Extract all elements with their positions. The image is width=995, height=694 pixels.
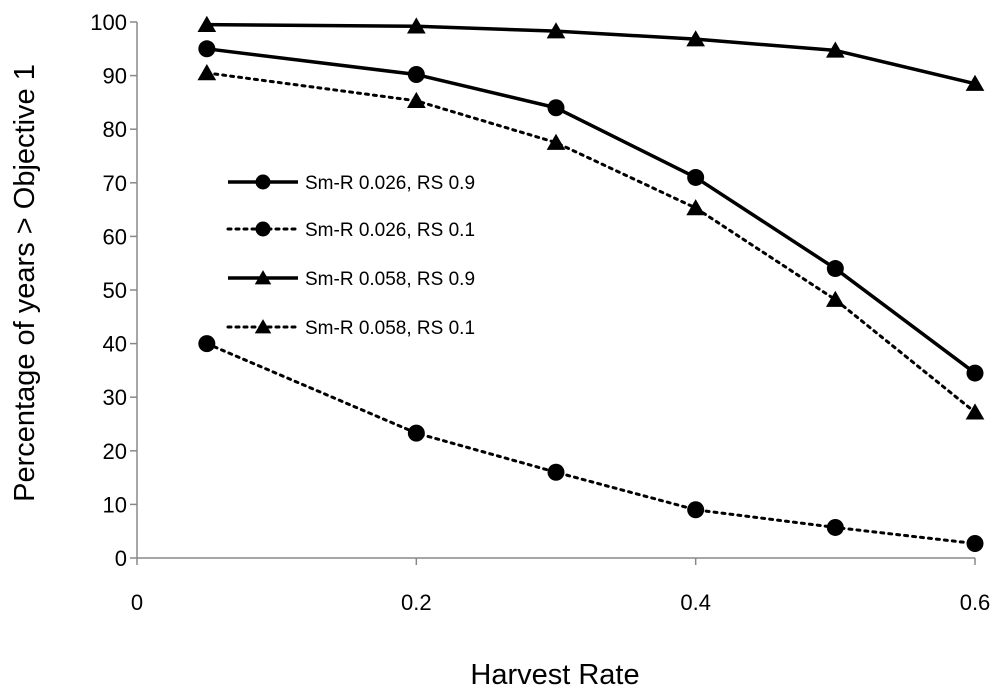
series-line <box>206 22 976 86</box>
series-line <box>206 47 977 375</box>
data-point <box>546 22 566 39</box>
x-tick-label: 0 <box>131 590 143 615</box>
data-point <box>965 74 985 91</box>
legend-marker <box>255 174 271 190</box>
legend-label: Sm-R 0.026, RS 0.1 <box>305 220 475 241</box>
series-line <box>205 71 977 414</box>
series-3 <box>197 15 985 91</box>
data-point <box>687 501 705 519</box>
data-point <box>407 424 425 442</box>
legend-entry-1: Sm-R 0.026, RS 0.9 <box>228 173 475 194</box>
y-tick-label: 50 <box>103 278 127 303</box>
y-tick-label: 60 <box>103 224 127 249</box>
series-line <box>205 342 977 546</box>
data-point <box>825 41 845 58</box>
data-point <box>826 260 844 278</box>
legend-entry-3: Sm-R 0.058, RS 0.9 <box>228 269 475 290</box>
data-point <box>197 15 217 32</box>
legend-label: Sm-R 0.058, RS 0.1 <box>305 318 475 339</box>
data-point <box>546 133 566 150</box>
legend-label: Sm-R 0.058, RS 0.9 <box>305 269 475 290</box>
data-point <box>686 30 706 47</box>
x-tick-label: 0.6 <box>960 590 991 615</box>
data-point <box>406 91 426 109</box>
data-point <box>966 535 984 553</box>
data-point <box>406 17 426 34</box>
legend-marker <box>255 221 271 237</box>
data-point <box>198 335 216 353</box>
legend-entry-2: Sm-R 0.026, RS 0.1 <box>226 220 475 241</box>
data-point <box>197 64 217 81</box>
axes <box>130 21 976 565</box>
legend-marker <box>254 270 272 285</box>
series-1 <box>198 40 984 382</box>
x-axis-title: Harvest Rate <box>470 659 639 691</box>
y-tick-label: 0 <box>115 546 127 571</box>
data-point <box>547 463 565 481</box>
series-2 <box>198 335 984 553</box>
series-layer <box>197 15 985 553</box>
data-point <box>686 199 706 216</box>
series-4 <box>197 64 985 420</box>
y-tick-label: 30 <box>103 385 127 410</box>
y-tick-label: 90 <box>103 64 127 89</box>
data-point <box>825 290 845 307</box>
legend-label: Sm-R 0.026, RS 0.9 <box>305 173 475 194</box>
y-tick-label: 80 <box>103 117 127 142</box>
legend-marker <box>254 319 272 334</box>
tick-labels: 0 10 20 30 40 50 60 70 80 90 100 0 0.2 0.4 0.6 <box>90 10 990 615</box>
x-tick-label: 0.4 <box>680 590 711 615</box>
data-point <box>966 364 984 382</box>
data-point <box>687 168 705 186</box>
y-tick-label: 100 <box>90 10 127 35</box>
y-tick-label: 40 <box>103 332 127 357</box>
data-point <box>826 518 844 536</box>
legend-entry-4: Sm-R 0.058, RS 0.1 <box>226 318 475 339</box>
data-point <box>407 66 425 84</box>
data-point <box>965 403 985 420</box>
x-tick-label: 0.2 <box>401 590 432 615</box>
legend: Sm-R 0.026, RS 0.9 Sm-R 0.026, RS 0.1 Sm-R… <box>226 173 475 339</box>
data-point <box>198 40 216 58</box>
data-point <box>547 99 565 117</box>
y-axis-title: Percentage of years > Objective 1 <box>9 64 41 502</box>
y-tick-label: 70 <box>103 171 127 196</box>
y-tick-label: 10 <box>103 492 127 517</box>
y-tick-label: 20 <box>103 439 127 464</box>
